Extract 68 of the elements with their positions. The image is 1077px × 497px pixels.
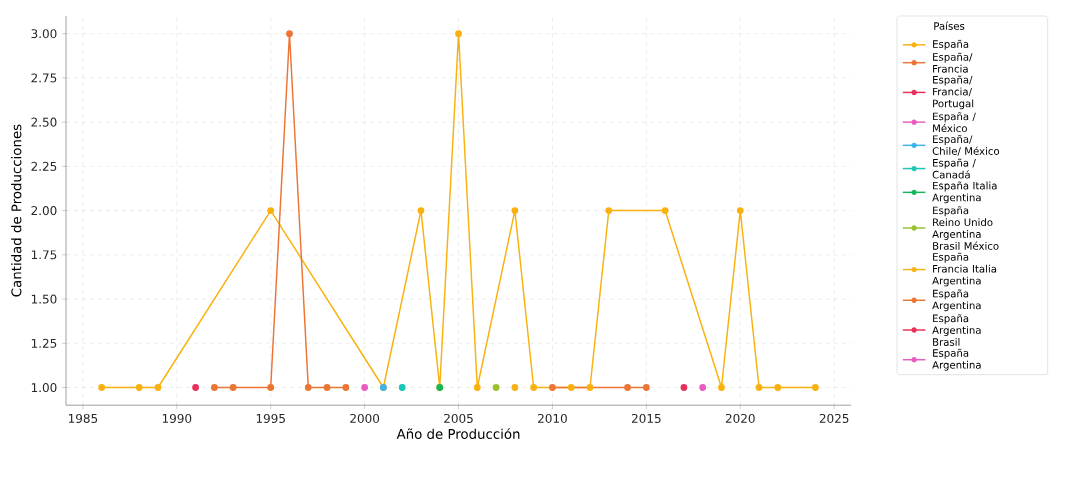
point — [342, 384, 350, 391]
point — [98, 384, 106, 391]
y-tick-label: 2.00 — [31, 205, 57, 216]
point — [135, 384, 143, 391]
legend-label: España/ Chile/ México — [932, 134, 1000, 156]
legend-label: España/ Francia — [933, 52, 973, 73]
x-tick-label: 1995 — [256, 413, 285, 423]
point — [267, 207, 275, 214]
point — [455, 30, 462, 38]
x-tick-label: 1990 — [162, 413, 192, 423]
legend-label: España — [933, 39, 969, 50]
point — [774, 384, 782, 391]
point — [492, 384, 500, 391]
legend-label: España Argentina Brasil — [932, 314, 981, 346]
point — [361, 384, 369, 391]
point — [192, 384, 199, 391]
x-tick-label: 2010 — [538, 413, 567, 423]
x-tick-label: 2025 — [819, 413, 849, 423]
legend-label: España Argentina — [932, 348, 981, 371]
legend-label: España / México — [933, 112, 976, 133]
legend-label: España/ Francia/ Portugal — [933, 75, 974, 110]
x-tick-label: 2000 — [350, 413, 380, 423]
point — [567, 384, 575, 391]
point — [718, 384, 725, 391]
x-axis-title: Año de Producción — [396, 428, 520, 439]
legend-label: España Italia Argentina — [932, 181, 997, 204]
point — [304, 384, 312, 391]
point — [642, 384, 650, 391]
point — [661, 207, 669, 214]
legend-title: Países — [934, 21, 965, 30]
y-tick-label: 1.75 — [31, 250, 57, 260]
point — [154, 384, 162, 391]
point — [755, 384, 763, 391]
point — [586, 384, 594, 391]
point — [398, 384, 406, 391]
x-tick-label: 2015 — [631, 413, 661, 423]
point — [811, 384, 819, 391]
point — [511, 384, 519, 391]
y-tick-label: 1.00 — [31, 382, 57, 392]
y-tick-label: 1.50 — [31, 294, 57, 304]
y-tick-label: 2.25 — [31, 161, 57, 171]
point — [605, 207, 613, 214]
legend-label: España Reino Unido Argentina Brasil México — [932, 206, 999, 250]
point — [549, 384, 556, 391]
y-tick-label: 1.25 — [31, 338, 57, 348]
point — [210, 384, 218, 391]
point — [473, 384, 481, 391]
point — [229, 384, 237, 391]
y-tick-label: 2.50 — [31, 117, 57, 127]
point — [680, 384, 688, 391]
legend-label: España / Canadá — [932, 158, 976, 179]
point — [699, 384, 707, 391]
legend-label: España Argentina — [932, 289, 981, 312]
point — [530, 384, 538, 391]
x-tick-label: 2020 — [725, 413, 755, 423]
point — [511, 207, 519, 214]
y-tick-label: 3.00 — [31, 29, 57, 39]
point — [624, 384, 631, 391]
point — [417, 207, 425, 214]
y-tick-label: 2.75 — [31, 73, 57, 83]
point — [736, 207, 744, 214]
legend-label: España Francia Italia Argentina — [932, 252, 997, 287]
x-tick-label: 1985 — [68, 413, 98, 423]
point — [323, 384, 331, 391]
point — [286, 30, 293, 38]
point — [267, 384, 275, 391]
x-tick-label: 2005 — [444, 413, 473, 423]
y-axis-title: Cantidad de Producciones — [11, 124, 22, 297]
